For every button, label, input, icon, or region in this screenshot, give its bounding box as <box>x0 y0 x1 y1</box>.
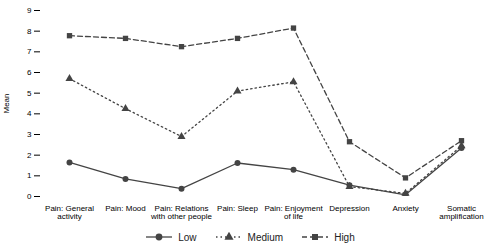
svg-text:Pain: Mood: Pain: Mood <box>105 204 145 213</box>
svg-text:Anxiety: Anxiety <box>392 204 418 213</box>
svg-text:Pain: Enjoymentof life: Pain: Enjoymentof life <box>264 204 323 221</box>
svg-text:6: 6 <box>27 68 32 77</box>
svg-text:1: 1 <box>27 171 32 180</box>
html-text:Medium: Medium <box>247 231 284 243</box>
html-text:Low: Low <box>178 231 197 243</box>
svg-text:Pain: Relationswith other peop: Pain: Relationswith other people <box>150 204 212 221</box>
svg-text:Mean: Mean <box>2 93 11 113</box>
html-text:High: High <box>334 231 355 243</box>
svg-text:5: 5 <box>27 89 32 98</box>
svg-text:4: 4 <box>27 109 32 118</box>
svg-text:7: 7 <box>27 47 32 56</box>
svg-text:Somaticamplification: Somaticamplification <box>439 204 483 221</box>
svg-text:3: 3 <box>27 130 32 139</box>
svg-text:2: 2 <box>27 151 32 160</box>
svg-text:Pain: Generalactivity: Pain: Generalactivity <box>45 204 94 221</box>
svg-text:Pain: Sleep: Pain: Sleep <box>217 204 258 213</box>
svg-text:8: 8 <box>27 27 32 36</box>
svg-text:Depression: Depression <box>329 204 369 213</box>
svg-text:9: 9 <box>27 6 32 15</box>
svg-text:0: 0 <box>27 192 32 201</box>
